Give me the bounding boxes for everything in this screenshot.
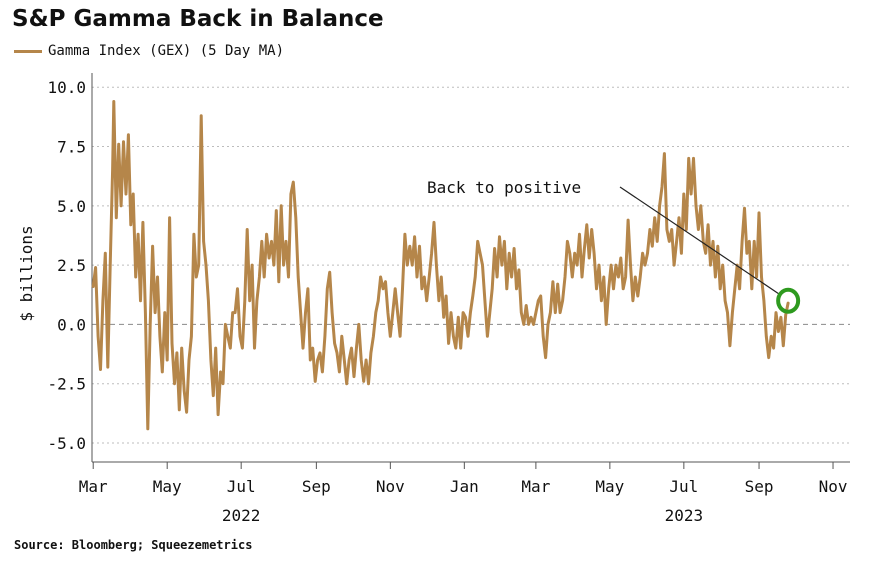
y-tick-label: -5.0	[47, 434, 86, 453]
x-tick-label: May	[153, 477, 182, 496]
y-tick-label: 7.5	[57, 138, 86, 157]
x-tick-label: Mar	[521, 477, 550, 496]
series-layer	[91, 100, 790, 431]
y-axis-label: $ billions	[17, 225, 36, 321]
chart-title: S&P Gamma Back in Balance	[12, 6, 384, 32]
x-tick-label: Jul	[669, 477, 698, 496]
source-note: Source: Bloomberg; Squeezemetrics	[14, 538, 253, 552]
tick-labels: 10.0 7.5 5.0 2.5 0.0 -2.5 -5.0 $ billions Mar May…	[17, 78, 847, 525]
series-line	[91, 100, 790, 431]
annotation-arrow	[619, 186, 781, 296]
y-tick-label: 0.0	[57, 315, 86, 334]
x-tick-label: Jul	[227, 477, 256, 496]
x-tick-label: Nov	[819, 477, 848, 496]
y-tick-label: 2.5	[57, 256, 86, 275]
x-tick-label: Mar	[79, 477, 108, 496]
y-tick-label: 10.0	[47, 78, 86, 97]
x-tick-label: Jan	[450, 477, 479, 496]
legend-label: Gamma Index (GEX) (5 Day MA)	[48, 43, 285, 59]
x-year-label: 2023	[665, 506, 704, 525]
annotation-label: Back to positive	[427, 178, 581, 197]
legend-swatch	[14, 49, 42, 53]
y-tick-label: 5.0	[57, 197, 86, 216]
x-year-label: 2022	[222, 506, 261, 525]
x-tick-label: Sep	[745, 477, 774, 496]
x-tick-label: Nov	[376, 477, 405, 496]
legend: Gamma Index (GEX) (5 Day MA)	[14, 43, 284, 59]
annotation-layer: Back to positive	[427, 178, 801, 314]
x-tick-label: Sep	[302, 477, 331, 496]
axes	[91, 73, 850, 469]
highlight-circle	[776, 287, 801, 314]
y-tick-label: -2.5	[47, 375, 86, 394]
x-tick-label: May	[595, 477, 624, 496]
